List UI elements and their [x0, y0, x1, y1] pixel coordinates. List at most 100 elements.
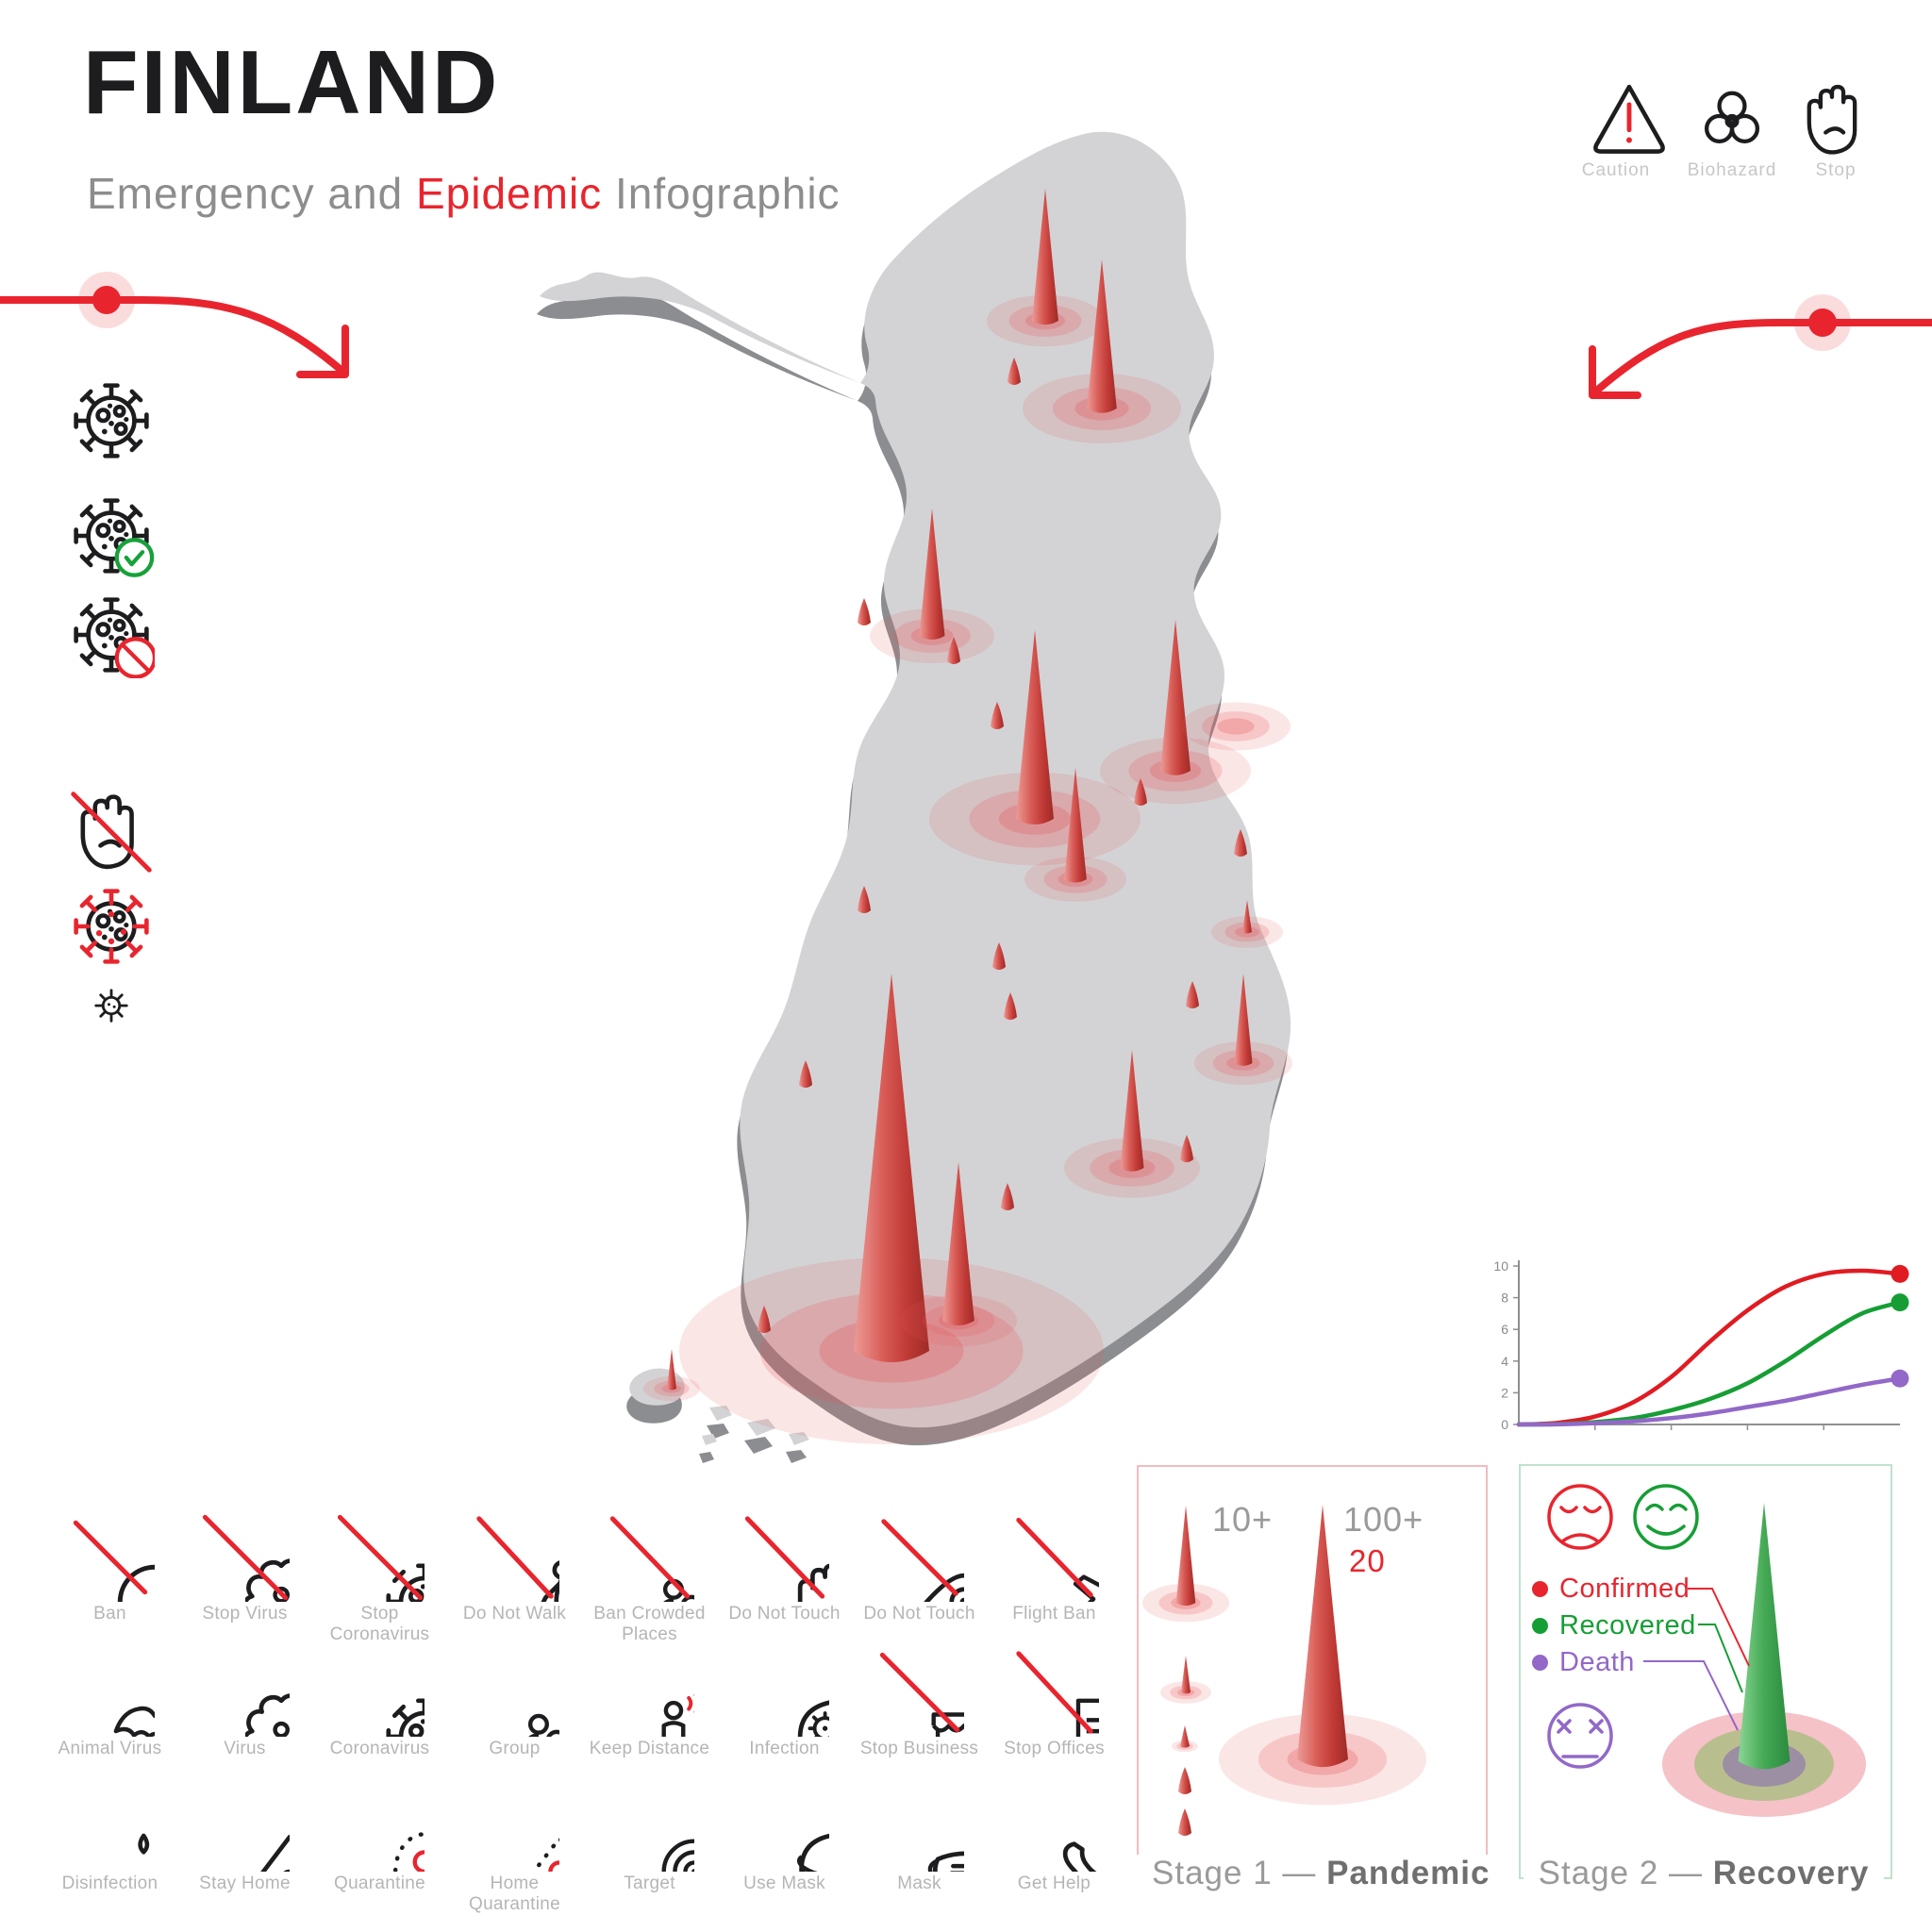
grid-item-ban: Ban — [42, 1513, 177, 1648]
virus-banned-icon — [68, 591, 155, 678]
stage1-label-prefix: Stage 1 — — [1152, 1855, 1317, 1891]
recovered-dot-icon — [1532, 1618, 1548, 1634]
caution-icon — [1589, 79, 1670, 160]
happy-face-icon — [1633, 1484, 1699, 1550]
infection-icon — [741, 1648, 829, 1737]
grid-item-stop-offices: Stop Offices — [987, 1648, 1122, 1783]
no-touch-hand-icon — [71, 791, 152, 873]
biohazard-item: Biohazard — [1688, 79, 1798, 181]
small-virus-icon — [94, 989, 128, 1023]
grid-item-label: Do Not Touch — [728, 1604, 841, 1624]
grid-item-label: Stop Offices — [1004, 1739, 1105, 1758]
grid-item-get-help: Get Help — [987, 1783, 1122, 1918]
grid-item-stop-coronavirus: Stop Coronavirus — [312, 1513, 447, 1648]
grid-item-label: Coronavirus — [329, 1739, 430, 1758]
grid-item-label: Stay Home — [199, 1874, 291, 1893]
coronavirus-icon — [336, 1648, 425, 1737]
page-subtitle: Emergency and Epidemic Infographic — [87, 168, 841, 219]
grid-item-use-mask: Use Mask — [717, 1783, 852, 1918]
biohazard-label: Biohazard — [1687, 160, 1777, 180]
grid-item-group: Group — [447, 1648, 582, 1783]
stop-label: Stop — [1815, 160, 1857, 180]
legend-death: Death — [1532, 1647, 1635, 1678]
legend-confirmed: Confirmed — [1532, 1574, 1690, 1605]
grid-item-animal-virus: Animal Virus — [42, 1648, 177, 1783]
dead-face-icon — [1547, 1703, 1613, 1769]
grid-item-flight-ban: Flight Ban — [987, 1513, 1122, 1648]
svg-text:6: 6 — [1501, 1322, 1508, 1337]
grid-item-label: Get Help — [1017, 1874, 1091, 1893]
grid-item-label: Mask — [897, 1874, 941, 1893]
get-help-icon — [1010, 1783, 1099, 1872]
grid-item-stop-virus: Stop Virus — [177, 1513, 312, 1648]
grid-item-quarantine: Quarantine — [312, 1783, 447, 1918]
stop-coronavirus-icon — [337, 1514, 425, 1602]
keep-distance-icon — [606, 1648, 694, 1737]
flight-ban-icon — [1015, 1517, 1099, 1602]
sad-face-icon — [1547, 1484, 1613, 1550]
confirmed-connector — [1688, 1588, 1750, 1667]
epidemic-spikes-layer — [643, 189, 1426, 1836]
home-quarantine-icon — [471, 1783, 559, 1872]
grid-item-label: Use Mask — [743, 1874, 825, 1893]
caution-label: Caution — [1581, 160, 1651, 180]
grid-item-label: Disinfection — [61, 1874, 158, 1893]
grid-item-label: Virus — [224, 1739, 266, 1758]
scale-20: 20 — [1349, 1543, 1386, 1578]
grid-item-label: Animal Virus — [58, 1739, 162, 1758]
caution-item: Caution — [1575, 79, 1682, 181]
death-connector — [1643, 1660, 1739, 1731]
subtitle-suffix: Infographic — [602, 169, 841, 218]
epidemic-curve-chart: 0 2 4 6 8 10 — [1493, 1258, 1909, 1432]
disinfection-icon — [66, 1783, 155, 1872]
grid-item-mask: Mask — [852, 1783, 987, 1918]
virus-icon — [68, 377, 155, 464]
animal-virus-icon — [66, 1648, 155, 1737]
grid-item-label: Target — [624, 1874, 675, 1893]
grid-item-label: Stop Business — [859, 1739, 979, 1758]
grid-item-ban-crowded-places: Ban Crowded Places — [582, 1513, 717, 1648]
do-not-walk-icon — [475, 1516, 559, 1602]
decor-arrow-left — [0, 272, 349, 378]
grid-item-stop-business: Stop Business — [852, 1648, 987, 1783]
grid-item-virus: Virus — [177, 1648, 312, 1783]
stage1-pandemic-box — [1137, 1465, 1488, 1878]
grid-item-label: Stop Coronavirus — [329, 1604, 430, 1644]
grid-item-keep-distance: Keep Distance — [582, 1648, 717, 1783]
grid-item-target: Target — [582, 1783, 717, 1918]
stage2-label: Stage 2 — Recovery — [1519, 1855, 1889, 1892]
stop-virus-icon — [202, 1514, 290, 1602]
do-not-touch-hand-icon — [744, 1516, 829, 1602]
grid-item-do-not-touch: Do Not Touch — [717, 1513, 852, 1648]
grid-item-disinfection: Disinfection — [42, 1783, 177, 1918]
ban-icon — [73, 1520, 155, 1602]
stage2-label-prefix: Stage 2 — — [1538, 1855, 1704, 1891]
stay-home-icon — [201, 1783, 290, 1872]
grid-item-label: Keep Distance — [589, 1739, 710, 1758]
grid-item-label: Do Not Walk — [462, 1604, 567, 1624]
grid-item-label: Do Not Touch — [863, 1604, 975, 1624]
stage1-label-bold: Pandemic — [1326, 1855, 1491, 1891]
grid-item-coronavirus: Coronavirus — [312, 1648, 447, 1783]
decor-arrow-right — [1589, 294, 1932, 399]
stop-business-icon — [879, 1652, 964, 1737]
subtitle-prefix: Emergency and — [87, 169, 416, 218]
recovered-connector — [1698, 1624, 1743, 1693]
stop-hand-icon — [1795, 79, 1876, 160]
grid-item-label: Group — [489, 1739, 541, 1758]
page-title: FINLAND — [83, 32, 501, 133]
virus-red-icon — [68, 883, 155, 970]
scale-10plus: 10+ — [1212, 1500, 1274, 1539]
group-icon — [471, 1648, 559, 1737]
prevention-icon-grid: Ban Stop Virus Stop Coronavirus Do Not W… — [42, 1513, 1125, 1918]
legend-recovered: Recovered — [1532, 1610, 1696, 1641]
svg-text:8: 8 — [1501, 1291, 1508, 1306]
target-icon — [606, 1783, 694, 1872]
svg-text:4: 4 — [1501, 1354, 1508, 1369]
grid-item-label: Ban — [93, 1604, 126, 1624]
grid-item-label: Quarantine — [333, 1874, 425, 1893]
svg-text:2: 2 — [1501, 1385, 1508, 1400]
confirmed-dot-icon — [1532, 1581, 1548, 1597]
